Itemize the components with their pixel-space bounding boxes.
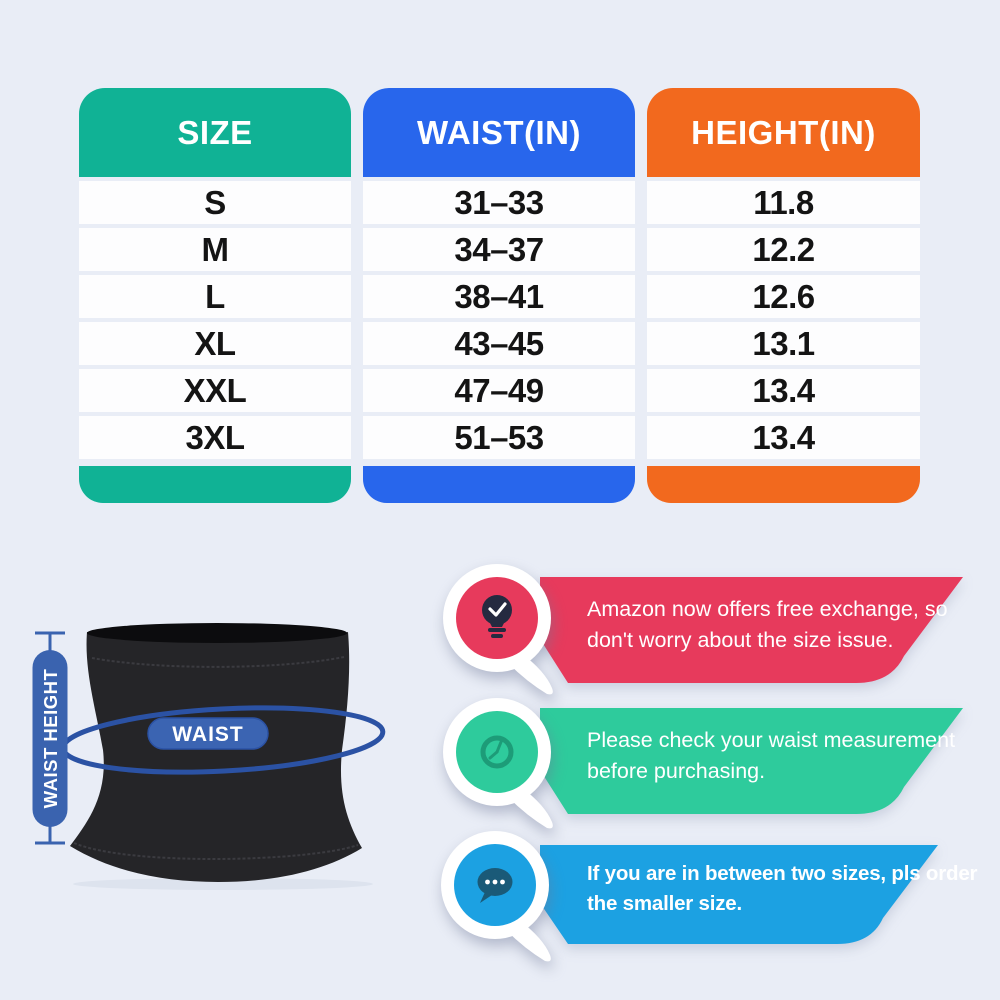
column-footer-size: [79, 466, 351, 503]
waist-cell: 47–49: [363, 369, 635, 412]
callout-text: Please check your waist measurement befo…: [587, 703, 955, 809]
callout-between-sizes: If you are in between two sizes, pls ord…: [540, 845, 978, 944]
waist-height-measure-widget: WAIST HEIGHT: [32, 631, 68, 845]
waist-trainer-illustration: WAIST: [60, 623, 386, 890]
size-column: SIZE S M L XL XXL 3XL: [79, 88, 351, 503]
garment-top-seam: [91, 656, 345, 668]
callout-ribbon-shape: [540, 577, 963, 683]
size-cell: XL: [79, 322, 351, 365]
height-cell: 12.6: [647, 275, 920, 318]
callout-text: Amazon now offers free exchange, so don'…: [587, 572, 948, 678]
callout-line: don't worry about the size issue.: [587, 627, 894, 652]
waist-column: WAIST(IN) 31–33 34–37 38–41 43–45 47–49 …: [363, 88, 635, 503]
waist-label-pill: [147, 717, 269, 750]
waist-cell: 43–45: [363, 322, 635, 365]
clock-icon: [480, 735, 514, 769]
height-cell: 12.2: [647, 228, 920, 271]
callout-check-measurement: Please check your waist measurement befo…: [540, 708, 963, 814]
height-cell: 11.8: [647, 181, 920, 224]
waist-cell: 38–41: [363, 275, 635, 318]
size-cell: 3XL: [79, 416, 351, 459]
size-cell: L: [79, 275, 351, 318]
callout-ribbon-shape: [540, 845, 938, 944]
callout-icon-badge: [441, 831, 551, 962]
waist-height-label: WAIST HEIGHT: [40, 669, 61, 809]
height-cell: 13.4: [647, 416, 920, 459]
callout-ribbon-shape: [540, 708, 963, 814]
callout-free-exchange: Amazon now offers free exchange, so don'…: [540, 577, 963, 683]
waist-cell: 51–53: [363, 416, 635, 459]
garment-body: [70, 632, 362, 882]
garment-bottom-seam: [73, 842, 359, 860]
callout-icon-badge: [443, 564, 553, 695]
column-header-height: HEIGHT(IN): [647, 88, 920, 177]
column-header-waist: WAIST(IN): [363, 88, 635, 177]
waist-label: WAIST: [172, 723, 244, 746]
callout-line: Please check your waist measurement: [587, 727, 956, 752]
height-cell: 13.1: [647, 322, 920, 365]
garment-top-opening: [87, 623, 347, 643]
callout-line: Amazon now offers free exchange, so: [587, 596, 948, 621]
waist-cell: 31–33: [363, 181, 635, 224]
waist-height-pill: [32, 650, 68, 827]
size-cell: XXL: [79, 369, 351, 412]
callout-line: If you are in between two sizes, pls ord…: [587, 862, 978, 886]
column-footer-waist: [363, 466, 635, 503]
lightbulb-check-icon: [482, 595, 512, 638]
size-cell: M: [79, 228, 351, 271]
callout-text: If you are in between two sizes, pls ord…: [587, 840, 978, 939]
height-cell: 13.4: [647, 369, 920, 412]
garment-ground-shadow: [73, 878, 373, 890]
size-cell: S: [79, 181, 351, 224]
callout-line: before purchasing.: [587, 758, 766, 783]
callout-icon-badge: [443, 698, 553, 829]
chat-dots-icon: [477, 868, 513, 903]
column-header-size: SIZE: [79, 88, 351, 177]
waist-cell: 34–37: [363, 228, 635, 271]
callout-line: the smaller size.: [587, 892, 742, 915]
height-column: HEIGHT(IN) 11.8 12.2 12.6 13.1 13.4 13.4: [647, 88, 920, 503]
column-footer-height: [647, 466, 920, 503]
